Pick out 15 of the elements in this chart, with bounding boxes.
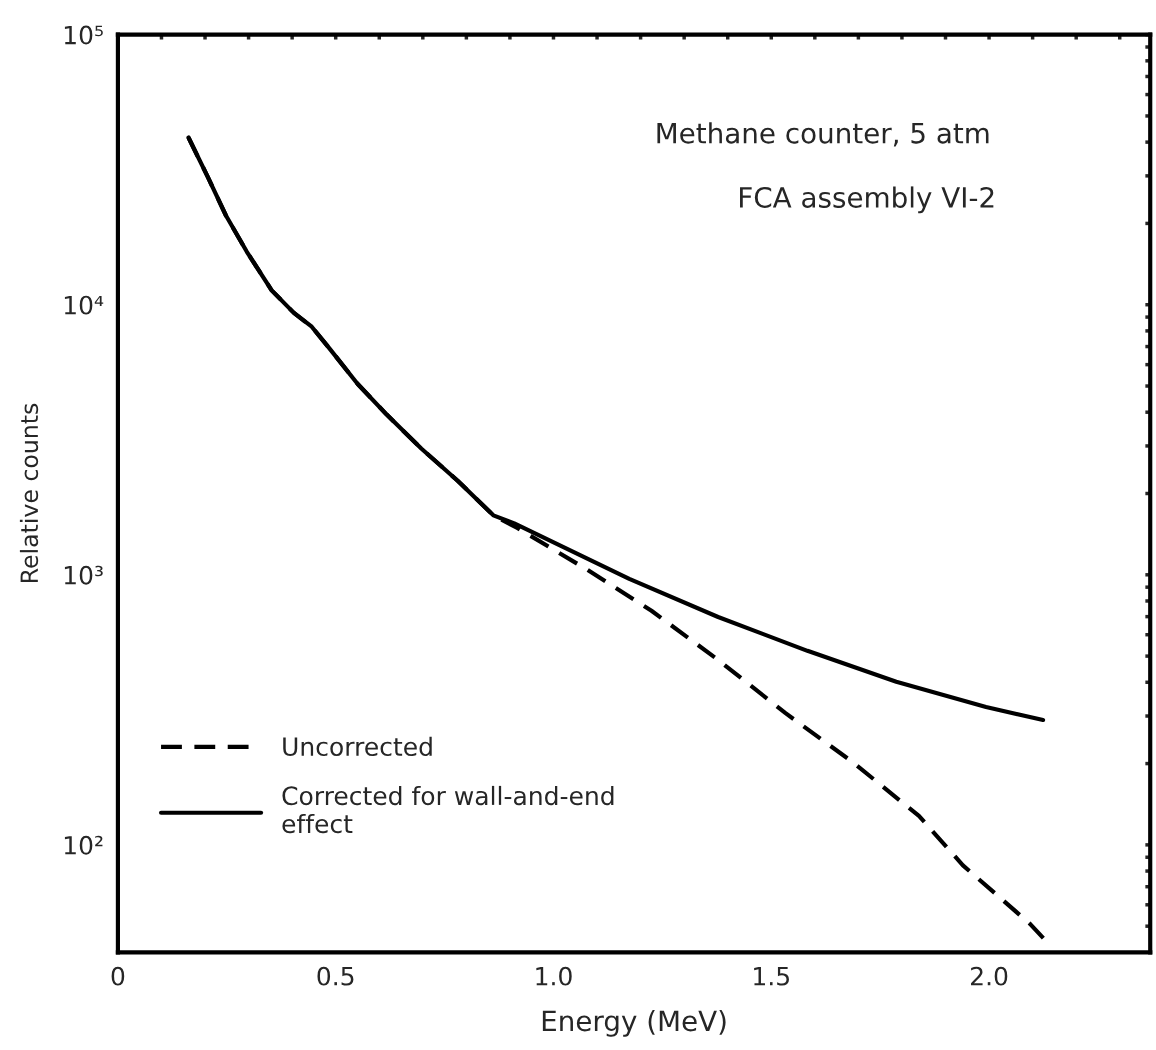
x-tick-label: 0 xyxy=(111,966,125,986)
y-axis-title: Relative counts xyxy=(19,403,39,582)
legend-label: Uncorrected xyxy=(283,736,432,757)
legend-label: Corrected for wall-and-end effect xyxy=(282,785,614,834)
y-tick-label: 10² xyxy=(64,835,103,855)
x-tick-label: 2.0 xyxy=(971,966,1008,986)
annotation: Methane counter, 5 atm xyxy=(657,122,989,147)
y-tick-label: 10⁴ xyxy=(64,295,104,315)
x-tick-label: 1.0 xyxy=(536,966,572,986)
y-tick-label: 10³ xyxy=(64,565,103,585)
annotation: FCA assembly VI-2 xyxy=(740,186,994,214)
x-tick-label: 0.5 xyxy=(317,966,354,986)
x-tick-label: 1.5 xyxy=(754,967,789,986)
x-axis-title: Energy (MeV) xyxy=(542,1009,726,1037)
y-tick-label: 10⁵ xyxy=(64,25,103,45)
